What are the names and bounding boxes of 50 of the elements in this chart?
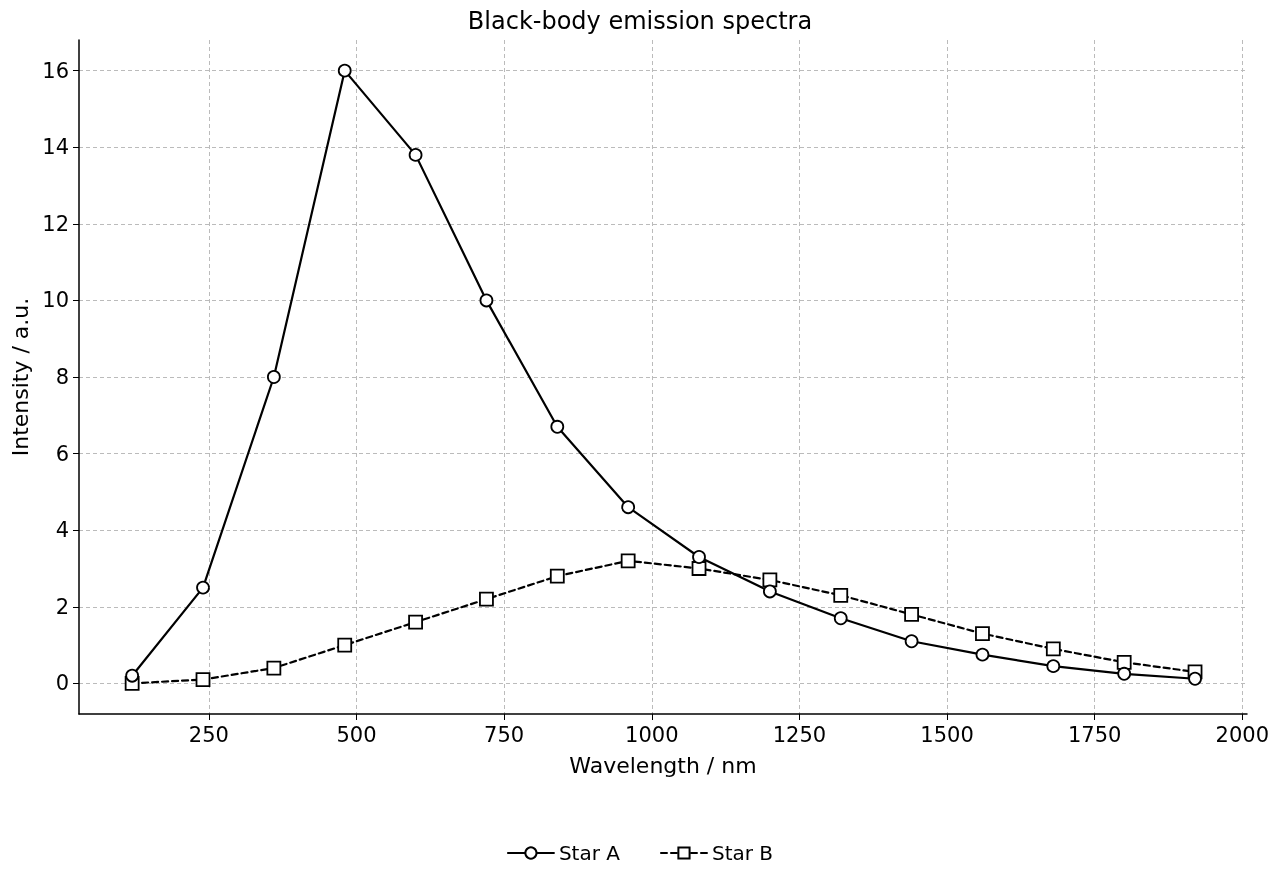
x-tick-label: 1000 <box>625 722 679 747</box>
chart-title: Black-body emission spectra <box>467 7 813 35</box>
point <box>1046 659 1061 674</box>
y-tick-label: 14 <box>42 135 69 160</box>
point <box>1188 671 1202 686</box>
point <box>550 419 565 434</box>
point <box>408 614 423 630</box>
legend-label: Star B <box>711 841 774 865</box>
y-tick-label: 12 <box>42 211 69 236</box>
legend-label: Star A <box>558 841 621 865</box>
y-tick-label: 8 <box>55 365 69 389</box>
x-tick-label: 250 <box>188 722 229 747</box>
x-tick-label: 2000 <box>1215 722 1269 747</box>
point <box>125 668 140 683</box>
point <box>620 553 636 569</box>
point <box>479 591 494 607</box>
x-tick-label: 500 <box>336 722 377 747</box>
y-tick-label: 4 <box>55 518 69 543</box>
point <box>904 607 919 622</box>
point <box>762 584 777 599</box>
point <box>479 293 494 308</box>
x-tick-label: 750 <box>484 722 525 747</box>
point <box>692 550 706 564</box>
y-tick-label: 0 <box>55 671 69 696</box>
point <box>1116 654 1132 670</box>
point <box>975 647 990 662</box>
y-tick-label: 10 <box>42 288 69 313</box>
point <box>549 568 565 584</box>
y-axis-title: Intensity / a.u. <box>7 297 33 457</box>
point <box>266 660 282 676</box>
x-axis-title: Wavelength / nm <box>569 752 757 778</box>
point <box>1045 641 1061 657</box>
point <box>833 611 848 626</box>
point <box>266 370 281 384</box>
point <box>337 637 353 653</box>
point <box>833 587 849 603</box>
point <box>1117 666 1132 681</box>
point <box>196 580 210 595</box>
point <box>904 634 919 649</box>
x-tick-label: 1250 <box>772 722 827 747</box>
y-tick-label: 6 <box>55 441 69 466</box>
point <box>337 63 352 78</box>
point <box>408 147 423 162</box>
point <box>975 626 990 641</box>
point <box>621 500 636 515</box>
x-tick-label: 1750 <box>1067 722 1122 747</box>
x-tick-label: 1500 <box>920 722 974 747</box>
point <box>195 672 211 687</box>
y-tick-label: 16 <box>42 58 69 83</box>
y-tick-label: 2 <box>55 594 69 619</box>
